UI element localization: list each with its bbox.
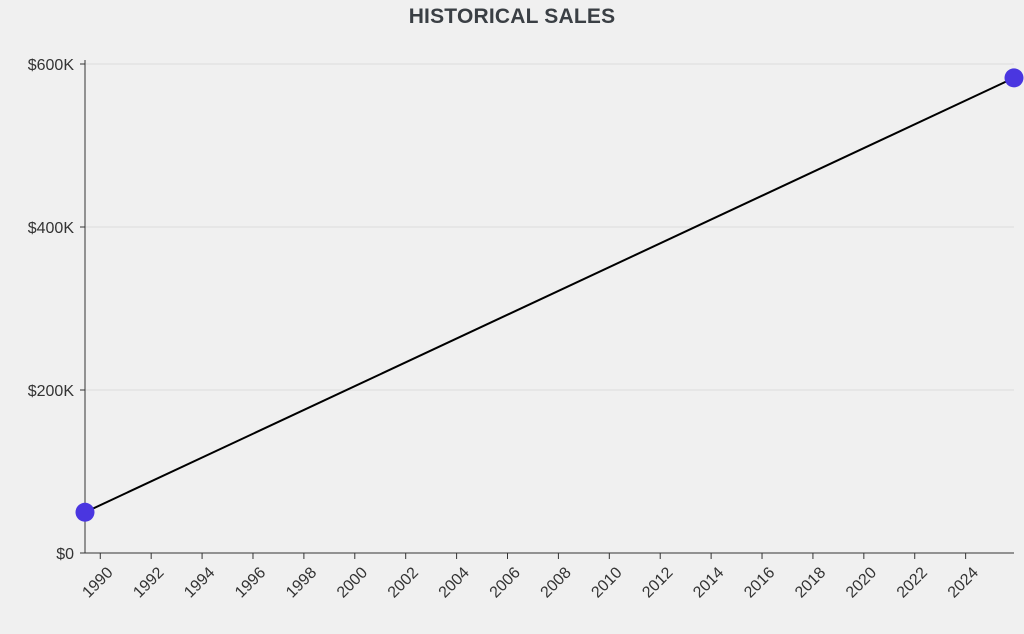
y-tick-label: $200K (28, 383, 75, 400)
x-tick-label: 1992 (130, 564, 167, 601)
data-point (75, 502, 95, 522)
x-tick-label: 2018 (792, 564, 829, 601)
x-tick-label: 2010 (588, 564, 625, 601)
x-tick-label: 2012 (639, 564, 676, 601)
x-tick-label: 1996 (232, 564, 269, 601)
x-tick-label: 2024 (945, 564, 982, 601)
y-tick-label: $400K (28, 220, 75, 237)
data-point (1004, 68, 1024, 88)
x-tick-label: 1990 (79, 564, 116, 601)
x-tick-label: 2008 (538, 564, 575, 601)
data-points (75, 68, 1024, 522)
x-tick-label: 2002 (385, 564, 422, 601)
axes (80, 60, 1014, 559)
x-tick-label: 1994 (181, 564, 218, 601)
x-tick-label: 2016 (741, 564, 778, 601)
x-tick-label: 2000 (334, 564, 371, 601)
grid-lines (85, 63, 1014, 391)
x-tick-label: 2014 (690, 564, 727, 601)
x-tick-label: 2020 (843, 564, 880, 601)
chart-title: HISTORICAL SALES (408, 5, 616, 28)
x-tick-label: 2022 (894, 564, 931, 601)
series-line (84, 76, 1015, 514)
y-tick-label: $0 (56, 546, 74, 563)
x-tick-label: 1998 (283, 564, 320, 601)
y-tick-label: $600K (28, 57, 75, 74)
x-tick-labels: 1990 1992 1994 1996 1998 2000 2002 2004 2006 2008… (79, 564, 982, 601)
y-tick-labels: $0 $200K $400K $600K (28, 57, 75, 563)
series-lines (84, 76, 1015, 514)
x-tick-label: 2006 (487, 564, 524, 601)
x-tick-label: 2004 (436, 564, 473, 601)
